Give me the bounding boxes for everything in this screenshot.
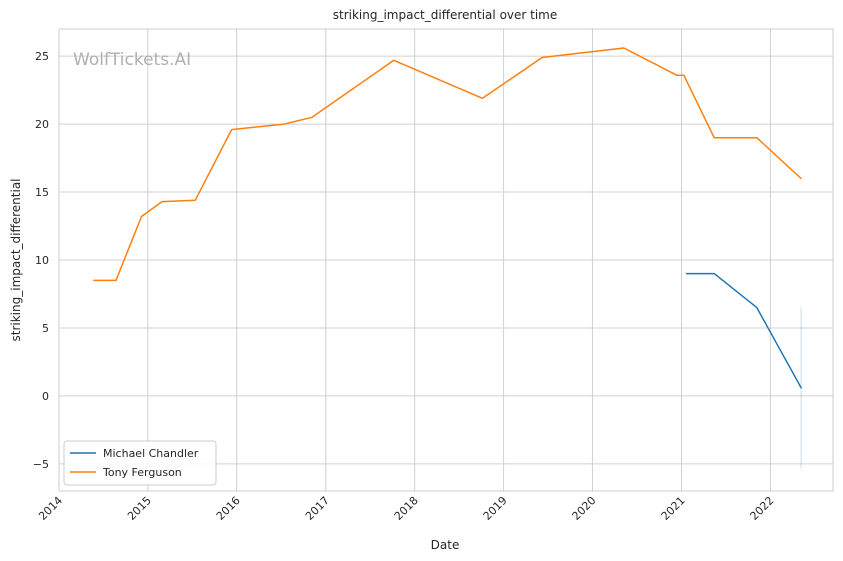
plot-frame (58, 28, 834, 492)
x-axis-title: Date (431, 538, 460, 552)
y-axis-title: striking_impact_differential (9, 178, 23, 341)
y-tick-label: 0 (42, 390, 49, 403)
chart-title: striking_impact_differential over time (333, 8, 558, 22)
y-tick-label: 15 (35, 186, 49, 199)
legend-label-tony-ferguson: Tony Ferguson (102, 466, 182, 479)
legend-box (63, 440, 217, 486)
watermark: WolfTickets.AI (73, 50, 191, 70)
series-lines (93, 47, 802, 389)
series-line-michael-chandler (685, 272, 802, 389)
y-tick-label: 25 (35, 50, 49, 63)
y-tick-label: 20 (35, 118, 49, 131)
x-tick-labels: 2014 2015 2016 2017 2018 2019 2020 2021 2022 (36, 494, 776, 523)
y-tick-label: 10 (35, 254, 49, 267)
legend: Michael Chandler Tony Ferguson (63, 440, 217, 486)
series-line-tony-ferguson (93, 47, 802, 282)
y-tick-labels: −5 0 5 10 15 20 25 (33, 50, 49, 471)
y-tick-label: −5 (33, 458, 49, 471)
legend-label-michael-chandler: Michael Chandler (103, 447, 199, 460)
y-tick-label: 5 (42, 322, 49, 335)
